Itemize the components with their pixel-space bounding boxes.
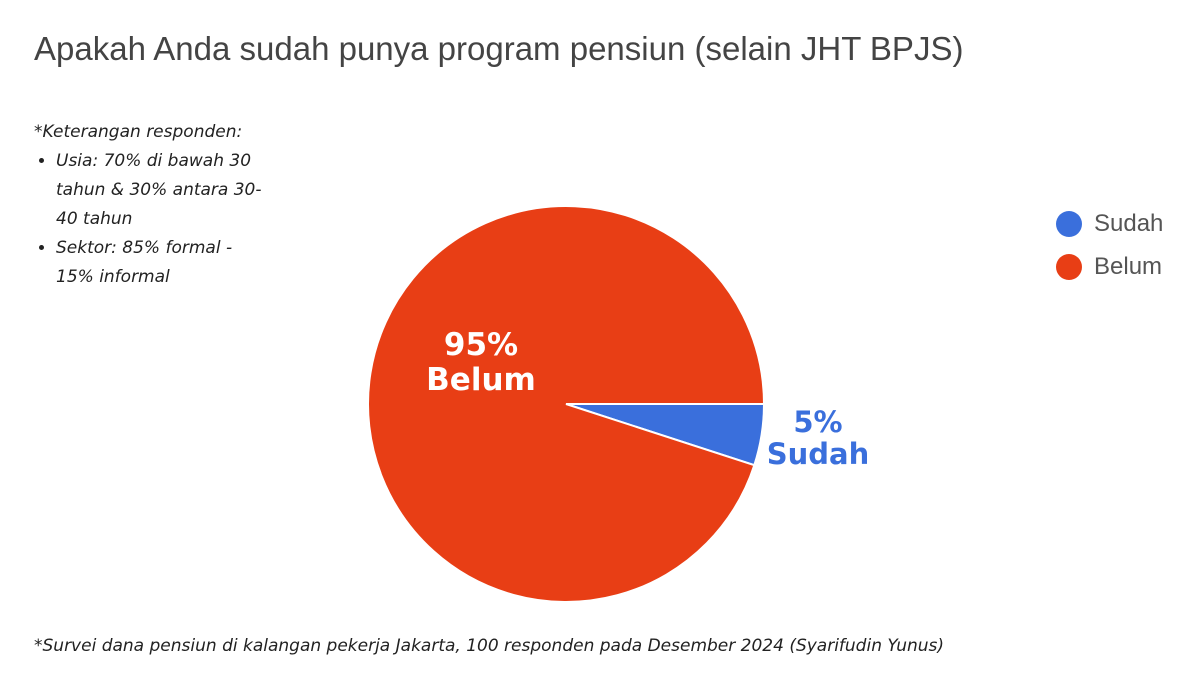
legend-label-belum: Belum <box>1094 252 1163 280</box>
data-label-sudah-name: Sudah <box>767 437 870 471</box>
legend-item-sudah[interactable]: Sudah <box>1056 202 1163 245</box>
data-label-sudah-percent: 5% <box>793 405 842 439</box>
legend-item-belum[interactable]: Belum <box>1056 245 1163 288</box>
data-label-belum-name: Belum <box>426 362 536 398</box>
note-list: Usia: 70% di bawah 30 tahun & 30% antara… <box>34 147 274 292</box>
respondent-note: *Keterangan responden: Usia: 70% di bawa… <box>34 118 274 292</box>
note-item-sector: Sektor: 85% formal - 15% informal <box>56 234 274 292</box>
slice-belum <box>367 205 766 603</box>
legend-swatch-sudah <box>1056 210 1082 237</box>
legend-label-sudah: Sudah <box>1094 209 1164 237</box>
legend-swatch-belum <box>1056 253 1082 280</box>
footnote: *Survei dana pensiun di kalangan pekerja… <box>34 636 945 656</box>
data-label-belum-percent: 95% <box>444 327 518 363</box>
legend: Sudah Belum <box>1056 202 1163 288</box>
chart-title: Apakah Anda sudah punya program pensiun … <box>34 30 964 67</box>
note-item-age: Usia: 70% di bawah 30 tahun & 30% antara… <box>56 147 274 234</box>
note-heading: *Keterangan responden: <box>34 122 243 142</box>
